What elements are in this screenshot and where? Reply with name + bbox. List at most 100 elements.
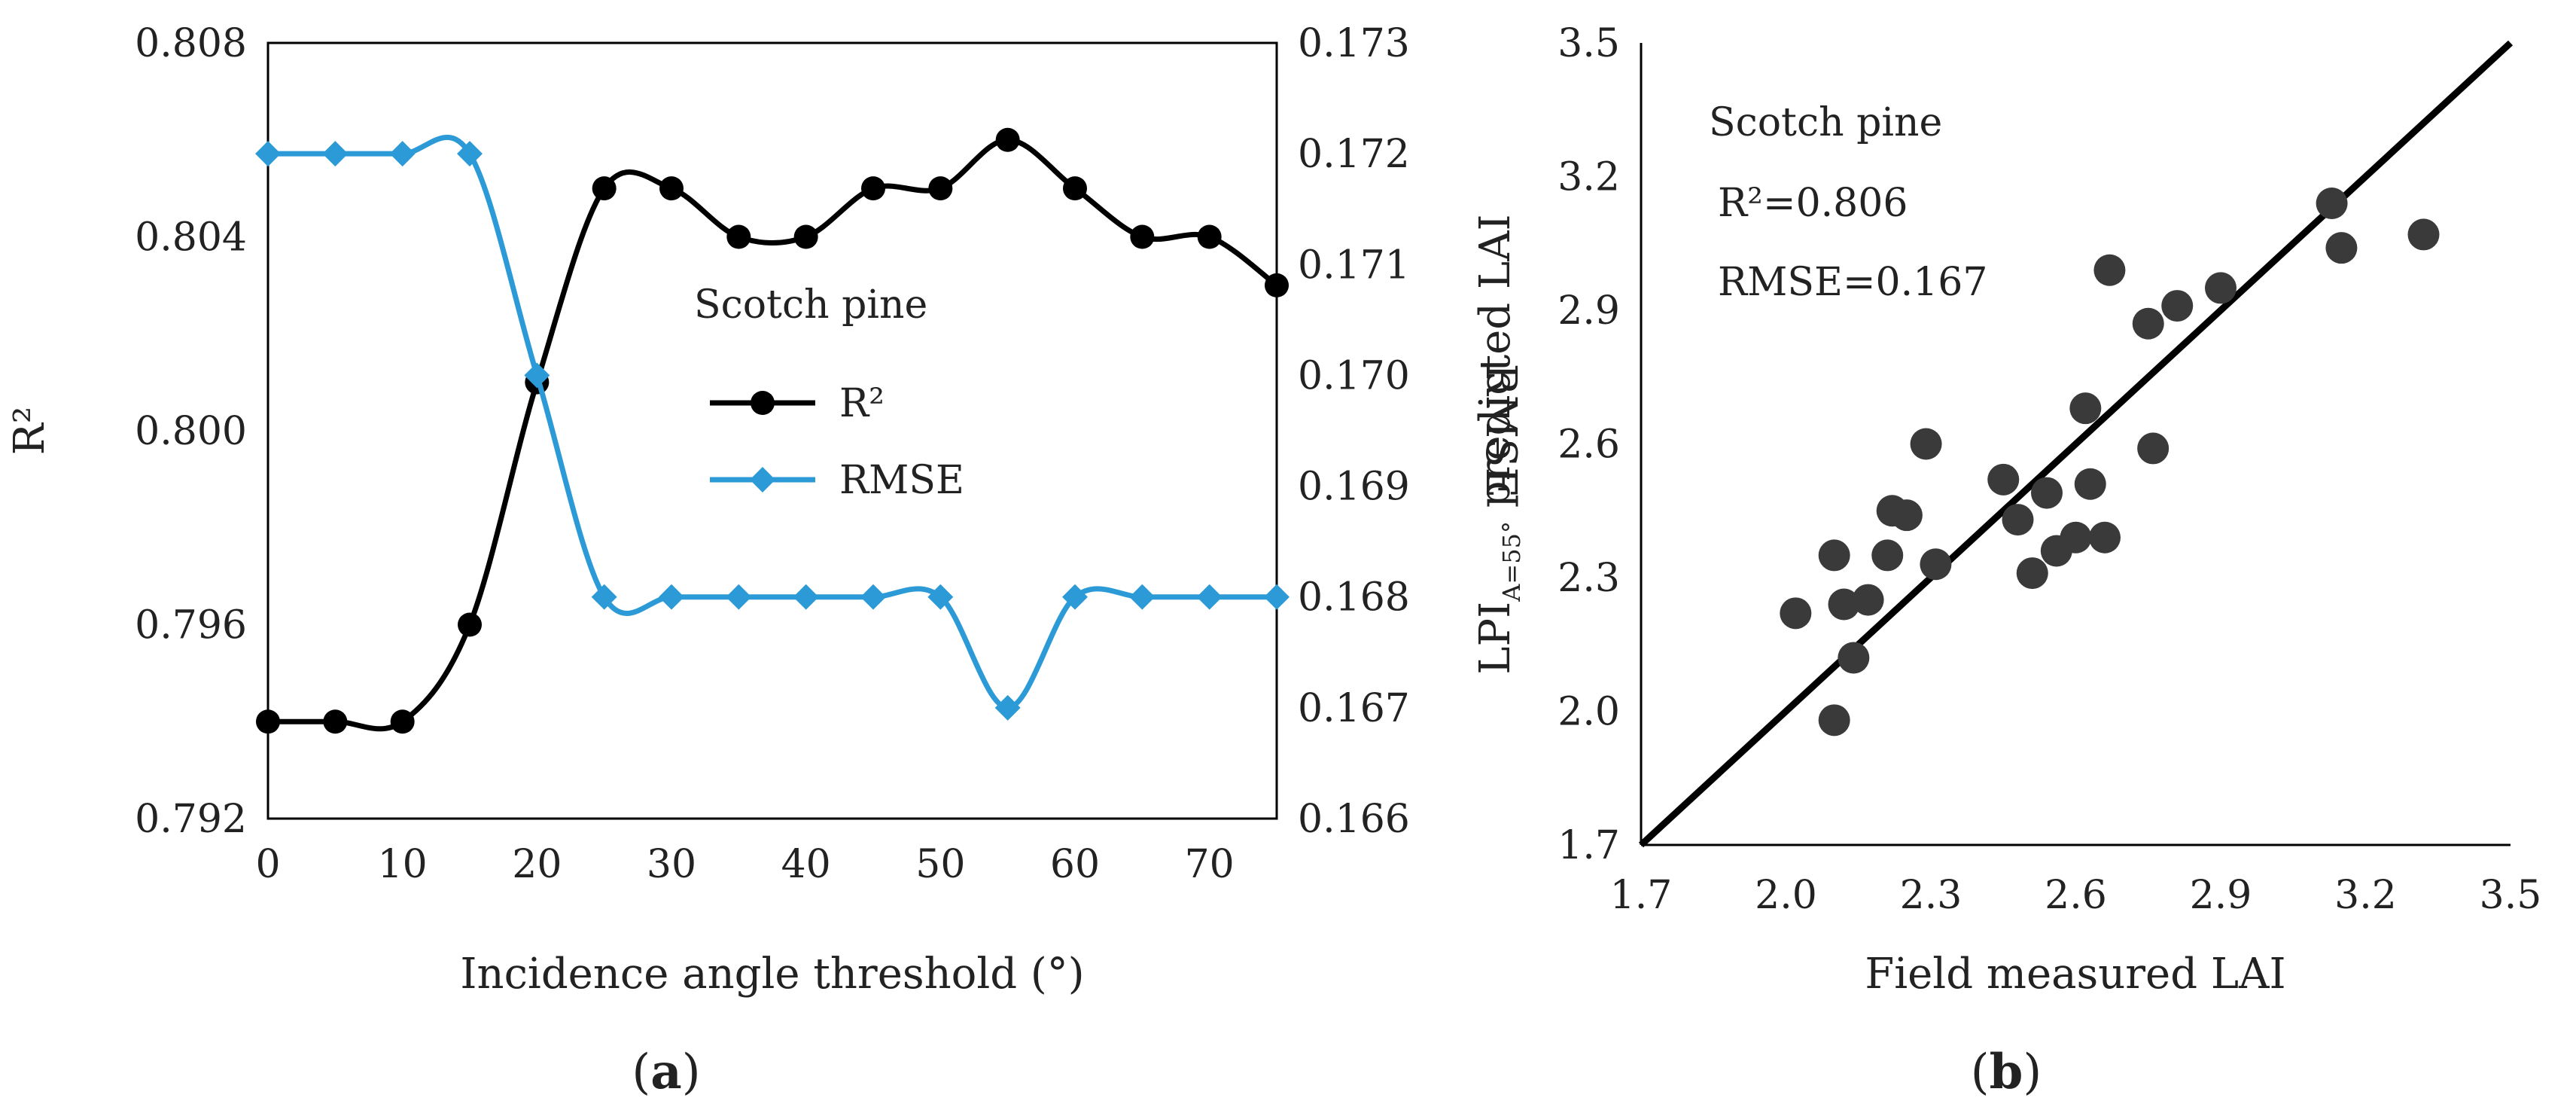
scatter-point: [1890, 499, 1923, 532]
x-tick-label: 2.9: [2190, 873, 2252, 918]
panel-a-plot-frame: [266, 41, 1278, 820]
panel-a-annotation: Scotch pine: [694, 282, 927, 328]
scatter-point: [1838, 642, 1870, 674]
y2-tick-label: 0.168: [1298, 575, 1410, 621]
panel-a-label: (a): [632, 1044, 700, 1100]
panel-a-y2-axis-title: RMSE: [1476, 364, 1525, 499]
scatter-point: [2161, 290, 2194, 322]
y-tick-label: 0.804: [135, 215, 247, 261]
data-point: [323, 709, 348, 734]
legend-r2-marker: [751, 391, 775, 415]
scatter-point: [1910, 428, 1942, 460]
panel-b-y-axis-title: LPIA=55° predicted LAI: [1471, 214, 1526, 674]
y2-tick-label: 0.171: [1298, 242, 1410, 288]
scatter-point: [2002, 504, 2034, 536]
y2-tick-label: 0.166: [1298, 797, 1410, 842]
scatter-point: [1987, 463, 2020, 496]
y-tick-label: 2.3: [1557, 556, 1620, 601]
data-point: [322, 141, 349, 167]
data-point: [390, 709, 415, 734]
data-point: [659, 176, 684, 201]
data-point: [1130, 224, 1155, 249]
data-point: [1265, 273, 1289, 297]
scatter-point: [2031, 477, 2063, 509]
y-tick-label: 3.2: [1557, 155, 1620, 200]
x-tick-label: 30: [647, 842, 696, 887]
scatter-point: [2316, 188, 2348, 219]
data-point: [256, 709, 280, 734]
legend-rmse-marker: [750, 467, 775, 493]
scatter-point: [2016, 557, 2048, 590]
scatter-point: [2325, 232, 2358, 264]
scatter-point: [2137, 432, 2170, 465]
data-point: [726, 224, 751, 249]
panel-a-x-axis-title: Incidence angle threshold (°): [460, 950, 1084, 999]
scatter-point: [1818, 704, 1850, 737]
y-tick-label: 2.9: [1557, 288, 1620, 334]
scatter-point: [2093, 254, 2126, 286]
data-point: [994, 694, 1021, 721]
y2-tick-label: 0.167: [1298, 686, 1410, 731]
panel-b-x-axis-title: Field measured LAI: [1865, 950, 2285, 999]
x-tick-label: 3.5: [2480, 873, 2542, 918]
data-point: [1196, 584, 1223, 610]
panel-a-y-axis-title: R²: [5, 407, 54, 456]
panel-b-y-tick-labels: 1.7 2.0 2.3 2.6 2.9 3.2 3.5: [1557, 21, 1620, 868]
y-tick-label: 2.0: [1557, 690, 1620, 735]
x-tick-label: 10: [378, 842, 428, 887]
data-point: [591, 584, 617, 610]
y2-tick-label: 0.173: [1298, 21, 1410, 66]
scatter-point: [1780, 597, 1812, 630]
panel-b-y-title-main: LPI: [1471, 602, 1520, 675]
data-point: [389, 141, 416, 167]
panel-b-points: [1780, 188, 2440, 737]
panel-a-legend: R² RMSE: [710, 381, 964, 503]
y-tick-label: 1.7: [1557, 823, 1620, 868]
data-point: [659, 584, 684, 610]
scatter-point: [2060, 521, 2092, 554]
data-point: [592, 176, 617, 201]
panel-b-y-title-rest: predicted LAI: [1471, 214, 1520, 521]
x-tick-label: 20: [512, 842, 562, 887]
x-tick-label: 50: [915, 842, 965, 887]
scatter-point: [2407, 218, 2440, 251]
y2-tick-label: 0.172: [1298, 132, 1410, 177]
data-point: [255, 141, 281, 167]
y-tick-label: 0.792: [135, 797, 247, 842]
series-line: [268, 137, 1279, 732]
panel-b-one-to-one-line: [1638, 40, 2514, 848]
panel-b-x-tick-labels: 1.7 2.0 2.3 2.6 2.9 3.2 3.5: [1610, 873, 2542, 918]
x-tick-label: 0: [255, 842, 280, 887]
y-tick-label: 3.5: [1557, 21, 1620, 66]
panel-b-annotation-r2: R²=0.806: [1718, 181, 1908, 226]
scatter-point: [1818, 539, 1850, 572]
panel-a-x-tick-labels: 0 10 20 30 40 50 60 70: [255, 842, 1234, 887]
scatter-point: [2205, 272, 2236, 304]
data-point: [1264, 584, 1290, 610]
panel-a-y2-tick-labels: 0.166 0.167 0.168 0.169 0.170 0.171 0.172 0.173: [1298, 21, 1410, 842]
series-rmse: [255, 134, 1290, 721]
y-tick-label: 0.808: [135, 21, 247, 66]
y-tick-label: 0.800: [135, 409, 247, 454]
data-point: [457, 141, 483, 167]
data-point: [860, 584, 886, 610]
data-point: [1062, 584, 1088, 610]
panel-b-annotation-rmse: RMSE=0.167: [1718, 260, 1987, 305]
data-point: [928, 176, 953, 201]
x-tick-label: 2.3: [1900, 873, 1962, 918]
y-tick-label: 2.6: [1557, 422, 1620, 468]
panel-b-label: (b): [1971, 1044, 2042, 1100]
scatter-point: [2089, 521, 2121, 554]
panel-a-label-letter: a: [650, 1044, 681, 1100]
scatter-point: [1828, 588, 1860, 621]
panel-a-y-tick-labels: 0.792 0.796 0.800 0.804 0.808: [135, 21, 247, 842]
panel-b-annotation-species: Scotch pine: [1709, 100, 1942, 145]
data-point: [524, 362, 550, 389]
data-point: [995, 127, 1020, 152]
x-tick-label: 70: [1185, 842, 1235, 887]
x-tick-label: 3.2: [2334, 873, 2397, 918]
y2-tick-label: 0.169: [1298, 465, 1410, 510]
data-point: [793, 224, 818, 249]
data-point: [1129, 584, 1156, 610]
